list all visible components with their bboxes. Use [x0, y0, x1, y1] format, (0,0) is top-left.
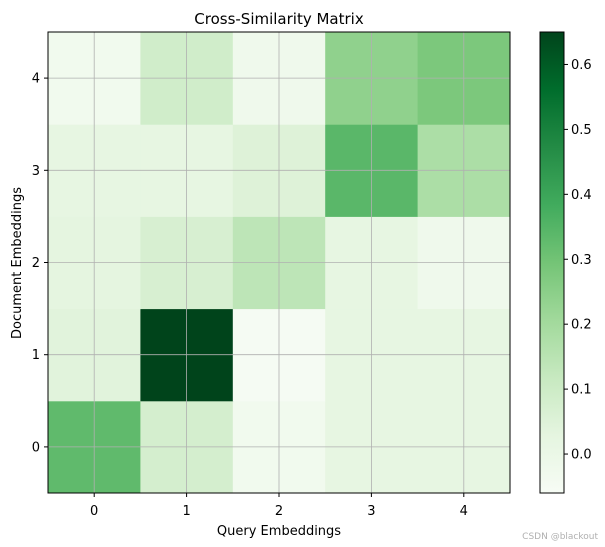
y-tick-label: 2	[32, 256, 40, 271]
colorbar-tick-label: 0.6	[571, 58, 592, 73]
y-tick-label: 3	[32, 164, 40, 179]
x-tick-label: 1	[182, 504, 190, 519]
colorbar-tick-label: 0.5	[571, 123, 592, 138]
colorbar-tick-label: 0.4	[571, 188, 592, 203]
x-tick-label: 2	[275, 504, 283, 519]
colorbar-ticks: 0.0 0.1 0.2 0.3 0.4 0.5 0.6	[564, 58, 592, 463]
y-ticks: 0 1 2 3 4	[32, 72, 48, 455]
chart-title: Cross-Similarity Matrix	[194, 10, 364, 28]
colorbar-tick-label: 0.3	[571, 253, 592, 268]
x-tick-label: 4	[460, 504, 468, 519]
colorbar	[539, 31, 565, 494]
colorbar-tick-label: 0.1	[571, 383, 592, 398]
y-tick-label: 4	[32, 72, 40, 87]
x-tick-label: 3	[367, 504, 375, 519]
y-tick-label: 0	[32, 440, 40, 455]
y-tick-label: 1	[32, 348, 40, 363]
colorbar-tick-label: 0.2	[571, 318, 592, 333]
x-tick-label: 0	[90, 504, 98, 519]
colorbar-tick-label: 0.0	[571, 448, 592, 463]
grid-lines	[48, 32, 510, 493]
x-axis-label: Query Embeddings	[217, 524, 341, 539]
watermark: CSDN @blackout	[522, 532, 598, 542]
y-axis-label: Document Embeddings	[10, 187, 25, 339]
x-ticks: 0 1 2 3 4	[90, 493, 468, 519]
